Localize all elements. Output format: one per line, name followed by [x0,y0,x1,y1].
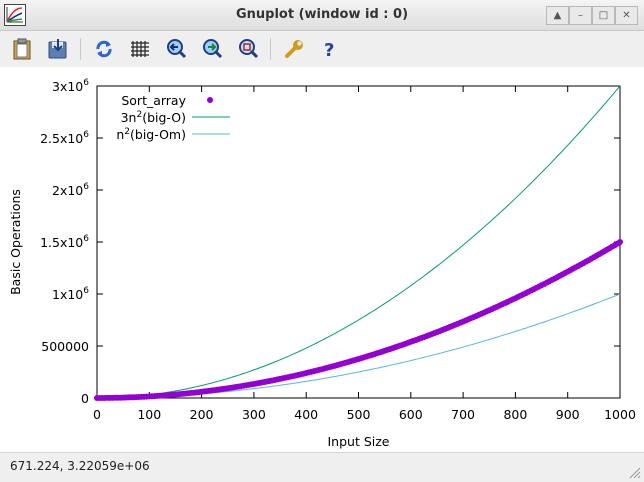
plot-area[interactable]: 0 100 200 300 400 500 600 700 800 900 1000 0 500000 1… [0,67,644,452]
x-tick-label: 900 [556,407,580,422]
clipboard-icon[interactable] [10,37,34,61]
grid-icon[interactable] [128,37,152,61]
zoom-next-icon[interactable] [200,37,224,61]
legend-label-big-om: n2(big-Om) [116,127,186,142]
window-titlebar: Gnuplot (window id : 0) ▲ – □ ✕ [0,0,644,31]
export-icon[interactable] [46,37,70,61]
y-tick-label: 500000 [41,339,89,354]
data-point [617,239,623,245]
x-tick-label: 400 [294,407,318,422]
x-axis-label: Input Size [328,434,390,449]
y-tick-label: 2x106 [52,182,89,198]
x-tick-label: 700 [451,407,475,422]
series-line-big-o [97,85,621,399]
x-tick-label: 600 [399,407,423,422]
replot-icon[interactable] [92,37,116,61]
y-tick-label: 1x106 [52,286,89,302]
y-axis-label: Basic Operations [8,189,23,295]
zoom-previous-icon[interactable] [164,37,188,61]
x-tick-label: 100 [137,407,161,422]
cursor-coordinates: 671.224, 3.22059e+06 [10,459,150,473]
x-tick-label: 200 [190,407,214,422]
close-icon[interactable]: ✕ [615,6,638,25]
maximize-icon[interactable]: □ [592,6,615,25]
x-tick-label: 500 [347,407,371,422]
y-tick-label: 3x106 [52,78,89,94]
legend-marker-sort-array [207,97,213,103]
svg-text:?: ? [324,40,334,60]
help-icon[interactable]: ? [318,37,342,61]
statusbar: 671.224, 3.22059e+06 [0,452,644,482]
minimize-icon[interactable]: – [569,6,592,25]
series-line-big-om [97,293,621,399]
unzoom-icon[interactable] [236,37,260,61]
toolbar: ? [0,31,644,67]
chart: 0 100 200 300 400 500 600 700 800 900 1000 0 500000 1… [8,78,636,449]
y-tick-label: 2.5x106 [40,130,89,146]
y-tick-label: 1.5x106 [40,234,89,250]
gnuplot-app-icon [4,4,26,26]
y-tick-label: 0 [81,391,89,406]
up-icon[interactable]: ▲ [546,6,569,25]
x-tick-label: 0 [93,407,101,422]
options-icon[interactable] [282,37,306,61]
x-tick-label: 1000 [604,407,636,422]
x-tick-label: 300 [242,407,266,422]
legend-label-sort-array: Sort_array [121,93,186,108]
window-title: Gnuplot (window id : 0) [235,7,409,22]
resize-grip-icon[interactable] [625,463,641,479]
legend-label-big-o: 3n2(big-O) [121,110,186,125]
x-tick-label: 800 [503,407,527,422]
